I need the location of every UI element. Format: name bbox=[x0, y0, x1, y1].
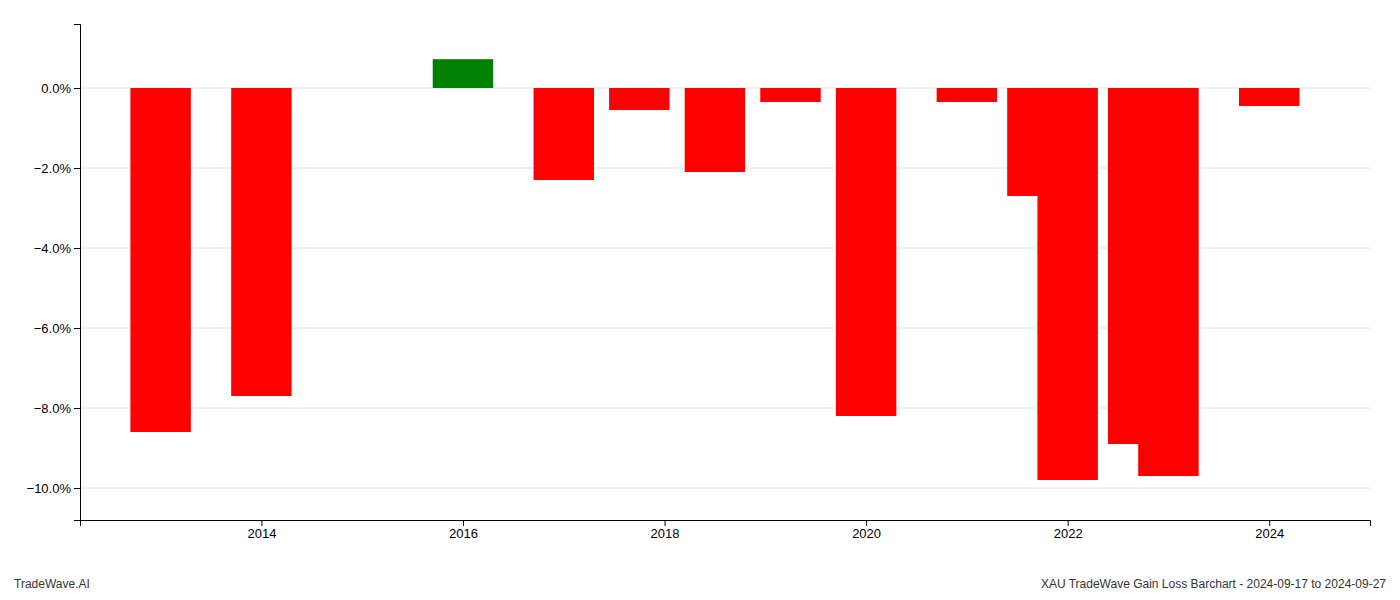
x-tick: 2018 bbox=[651, 520, 680, 541]
y-tick-mark bbox=[74, 488, 80, 489]
y-tick-mark bbox=[74, 168, 80, 169]
bar bbox=[937, 88, 997, 102]
y-tick-label: 0.0% bbox=[41, 81, 71, 96]
x-tick-mark bbox=[665, 520, 666, 526]
footer-text: XAU TradeWave Gain Loss Barchart - 2024-… bbox=[1041, 577, 1386, 591]
x-tick-mark bbox=[866, 520, 867, 526]
y-tick: −10.0% bbox=[27, 481, 80, 496]
x-tick-mark bbox=[261, 520, 262, 526]
y-tick-mark bbox=[74, 328, 80, 329]
y-tick-mark bbox=[74, 88, 80, 89]
bar bbox=[130, 88, 190, 432]
x-tick-mark bbox=[1269, 520, 1270, 526]
y-tick: −6.0% bbox=[34, 321, 80, 336]
x-tick-label: 2020 bbox=[852, 526, 881, 541]
bar bbox=[760, 88, 820, 102]
y-tick-label: −10.0% bbox=[27, 481, 72, 496]
bar bbox=[836, 88, 896, 416]
x-tick-mark bbox=[463, 520, 464, 526]
grid-line bbox=[80, 488, 1370, 489]
bar bbox=[1037, 88, 1097, 480]
y-tick-label: −6.0% bbox=[34, 321, 72, 336]
x-tick-label: 2024 bbox=[1255, 526, 1284, 541]
bar bbox=[1239, 88, 1299, 106]
bars bbox=[130, 59, 1299, 480]
x-axis-line bbox=[81, 521, 1371, 527]
x-tick-label: 2016 bbox=[449, 526, 478, 541]
y-axis: 0.0% −2.0% −4.0% −6.0% −8.0% −10.0% bbox=[27, 25, 81, 521]
x-tick-label: 2022 bbox=[1054, 526, 1083, 541]
y-tick-label: −8.0% bbox=[34, 401, 72, 416]
x-tick: 2022 bbox=[1054, 520, 1083, 541]
x-tick: 2020 bbox=[852, 520, 881, 541]
x-tick-mark bbox=[1068, 520, 1069, 526]
y-tick-mark bbox=[74, 248, 80, 249]
bar bbox=[433, 59, 493, 88]
chart: 2014 2016 2018 2020 2022 2024 0.0% −2.0% −4.0% −6… bbox=[0, 0, 1400, 600]
x-tick-label: 2014 bbox=[247, 526, 276, 541]
x-tick: 2014 bbox=[247, 520, 276, 541]
y-tick-label: −4.0% bbox=[34, 241, 72, 256]
x-tick: 2016 bbox=[449, 520, 478, 541]
y-tick: −8.0% bbox=[34, 401, 80, 416]
y-tick-label: −2.0% bbox=[34, 161, 72, 176]
y-tick-mark bbox=[74, 408, 80, 409]
grid bbox=[80, 88, 1370, 488]
plot: 2014 2016 2018 2020 2022 2024 0.0% −2.0% −4.0% −6… bbox=[27, 25, 1371, 542]
x-axis: 2014 2016 2018 2020 2022 2024 bbox=[81, 520, 1371, 541]
footer-text: TradeWave.AI bbox=[14, 577, 90, 591]
bar bbox=[1138, 88, 1198, 476]
bar bbox=[534, 88, 594, 180]
bar bbox=[231, 88, 291, 396]
y-tick: −2.0% bbox=[34, 161, 80, 176]
x-tick-label: 2018 bbox=[651, 526, 680, 541]
bar bbox=[685, 88, 745, 172]
x-tick: 2024 bbox=[1255, 520, 1284, 541]
y-tick: −4.0% bbox=[34, 241, 80, 256]
footer: TradeWave.AI XAU TradeWave Gain Loss Barc… bbox=[14, 577, 1386, 591]
y-tick: 0.0% bbox=[41, 81, 80, 96]
y-axis-line bbox=[74, 25, 81, 521]
bar bbox=[609, 88, 669, 110]
